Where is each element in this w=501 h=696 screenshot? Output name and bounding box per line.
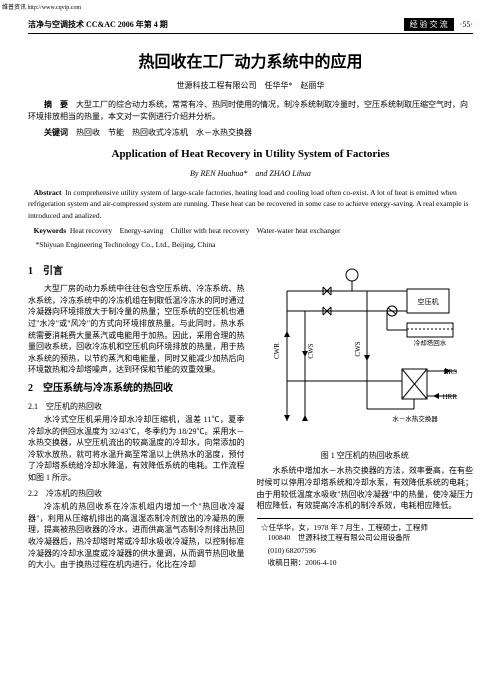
abstract-label-en: Abstract	[34, 188, 62, 197]
label-cws: CWS	[307, 343, 315, 358]
section-1-para: 大型厂房的动力系统中往往包含空压系统、冷冻系统、热水系统，冷冻系统中的冷冻机组在…	[28, 283, 245, 376]
authors-chinese: 世源科技工程有限公司 任华华* 赵丽华	[28, 80, 473, 91]
footnote-line-1: ☆任华华，女，1978 年 7 月生，工程硕士，工程师	[261, 523, 473, 534]
footnote-block: ☆任华华，女，1978 年 7 月生，工程硕士，工程师 100840 世源科技工…	[257, 523, 474, 569]
section-2-2-para: 冷冻机的热回收系在冷冻机组内增加一个"热回收冷凝器"，利用从压缩机排出的高温湿态…	[28, 501, 245, 571]
footnote-line-3: (010) 68207596	[268, 546, 473, 557]
section-1-heading: 1 引言	[28, 265, 245, 280]
keywords-text-cn: 热回收 节能 热回收式冷冻机 水－水热交换器	[76, 128, 252, 137]
right-para-1: 水系统中增加水－水热交换器的方法，效率要高，在有些时候可以停用冷却塔系统和冷却水…	[257, 465, 474, 511]
body-columns: 1 引言 大型厂房的动力系统中往往包含空压系统、冷冻系统、热水系统，冷冻系统中的…	[28, 259, 473, 573]
footnote-line-2: 100840 世源科技工程有限公司公用设备所	[268, 533, 473, 544]
running-header: 洁净与空调技术 CC&AC 2006 年第 4 期 经 验 交 流 ·55·	[28, 18, 473, 34]
figure-1-caption: 图 1 空压机的热回收系统	[257, 450, 474, 462]
label-cwr: CWR	[273, 342, 281, 358]
source-tag: 维普资讯 http://www.cqvip.com	[2, 2, 81, 11]
authors-english: By REN Huahua* and ZHAO Lihua	[28, 168, 473, 179]
label-comp: 空压机	[417, 297, 438, 306]
section-badge: 经 验 交 流	[404, 18, 454, 31]
keywords-chinese: 关键词 热回收 节能 热回收式冷冻机 水－水热交换器	[28, 127, 473, 138]
abstract-english: Abstract In comprehensive utility system…	[28, 187, 473, 221]
abstract-text-cn: 大型工厂的综合动力系统，常常有冷、热同时使用的情况，制冷系统制取冷量时，空压系统…	[28, 100, 468, 121]
title-chinese: 热回收在工厂动力系统中的应用	[28, 48, 473, 72]
label-tower: 冷却塔回水	[413, 338, 446, 347]
abstract-text-en: In comprehensive utility system of large…	[28, 188, 468, 220]
keywords-english: Keywords Heat recovery Energy-saving Chi…	[28, 225, 473, 236]
section-2-2-heading: 2.2 冷冻机的热回收	[28, 488, 245, 500]
left-column: 1 引言 大型厂房的动力系统中往往包含空压系统、冷冻系统、热水系统，冷冻系统中的…	[28, 259, 245, 573]
figure-1: 空压机 CWR CWS CWS	[257, 261, 474, 446]
label-cws2: CWS	[354, 341, 362, 356]
keywords-label-en: Keywords	[34, 226, 67, 235]
label-hrr: HRR	[442, 393, 457, 401]
abstract-label-cn: 摘 要	[44, 100, 68, 109]
keywords-label-cn: 关键词	[44, 128, 68, 137]
abstract-chinese: 摘 要 大型工厂的综合动力系统，常常有冷、热同时使用的情况，制冷系统制取冷量时，…	[28, 99, 473, 123]
keywords-text-en: Heat recovery Energy-saving Chiller with…	[70, 226, 341, 235]
right-column: 空压机 CWR CWS CWS	[257, 259, 474, 573]
section-2-1-para: 水冷式空压机采用冷却水冷却压缩机，温差 11℃，夏季冷却水的供回水温度为 32/…	[28, 414, 245, 484]
label-hx: 水－水热交换器	[392, 414, 438, 423]
footnote-rule	[257, 518, 474, 519]
journal-name: 洁净与空调技术 CC&AC 2006 年第 4 期	[28, 19, 168, 30]
figure-1-svg: 空压机 CWR CWS CWS	[257, 261, 467, 446]
section-2-heading: 2 空压系统与冷冻系统的热回收	[28, 382, 245, 397]
title-english: Application of Heat Recovery in Utility …	[28, 148, 473, 160]
page-number: ·55·	[460, 20, 473, 29]
footnote-line-4: 收稿日期：2006-4-10	[268, 558, 473, 569]
affiliation: *Shiyuan Engineering Technology Co., Ltd…	[28, 240, 473, 249]
section-2-1-heading: 2.1 空压机的热回收	[28, 401, 245, 413]
